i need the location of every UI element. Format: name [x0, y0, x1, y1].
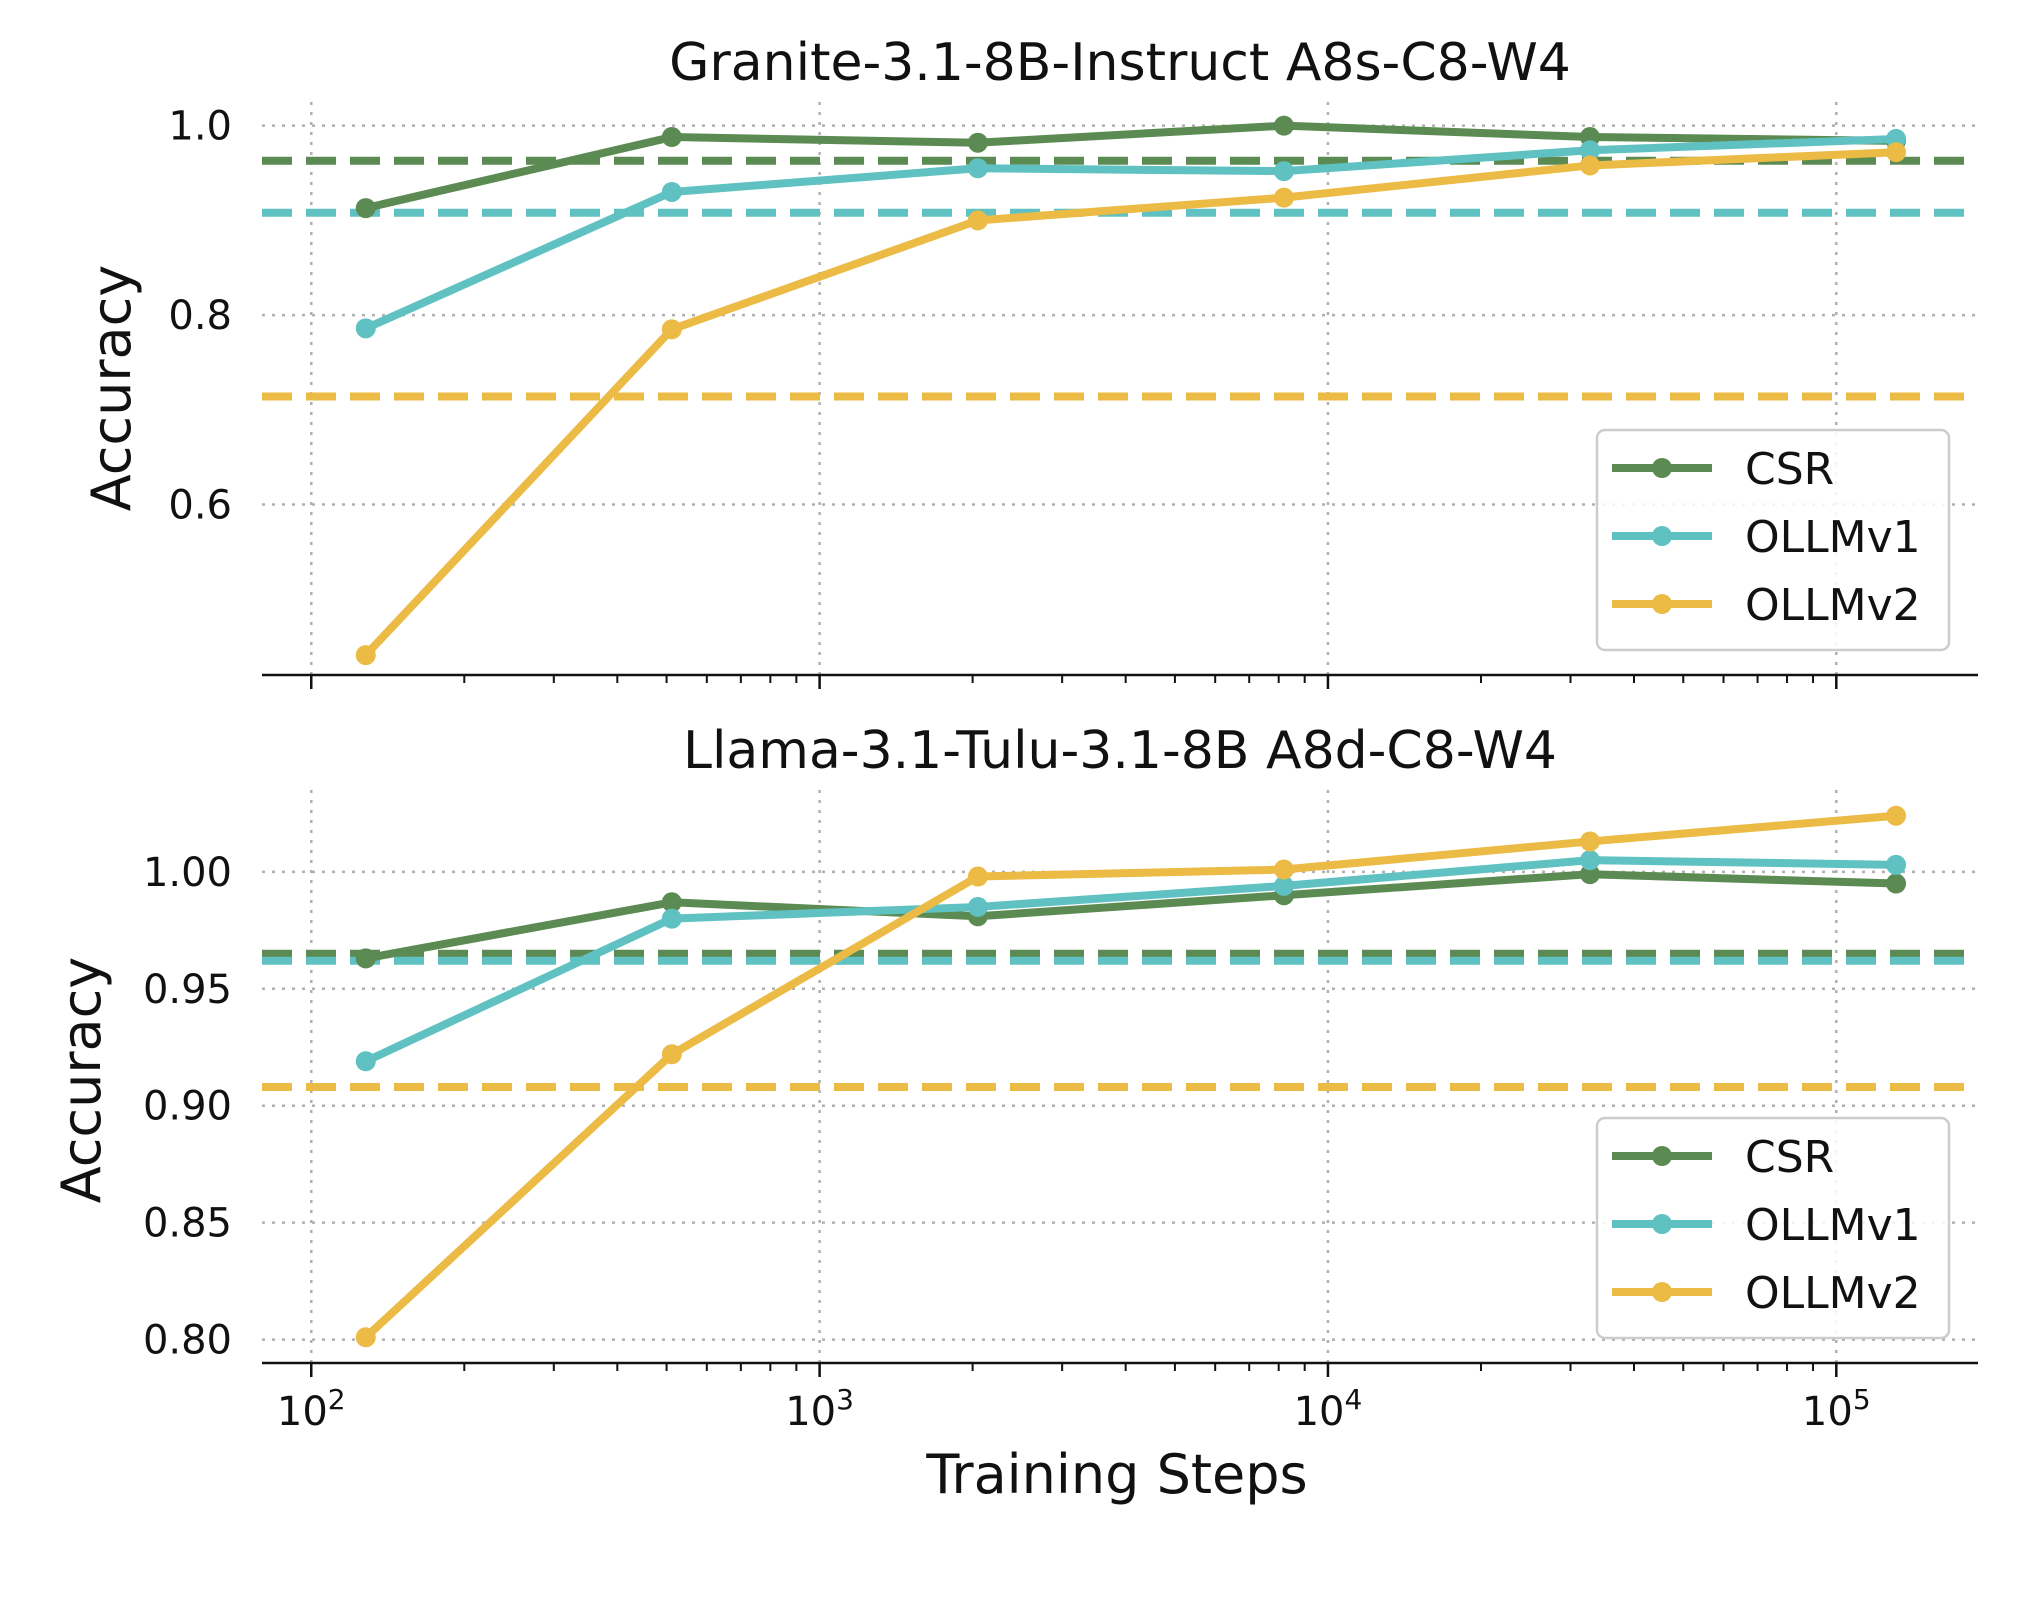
legend-marker-ollmv2: [1652, 1282, 1672, 1302]
panel-granite: Granite-3.1-8B-Instruct A8s-C8-W4 Accura…: [80, 33, 1978, 689]
x-tick-label: 104: [1294, 1383, 1363, 1435]
y-tick-label: 0.8: [168, 293, 232, 339]
legend-marker-ollmv2: [1652, 594, 1672, 614]
legend-label: OLLMv1: [1745, 1200, 1921, 1251]
data-point-ollmv1: [967, 896, 988, 917]
y-tick-label: 0.6: [168, 483, 232, 529]
legend-label: OLLMv1: [1745, 512, 1921, 563]
data-point-ollmv2: [661, 1044, 682, 1065]
data-point-ollmv1: [1886, 854, 1907, 875]
legend-label: OLLMv2: [1745, 1268, 1921, 1319]
chart-title: Granite-3.1-8B-Instruct A8s-C8-W4: [669, 33, 1571, 93]
data-point-ollmv2: [355, 645, 376, 666]
data-point-csr: [355, 948, 376, 969]
data-point-csr: [355, 198, 376, 219]
y-axis-label: Accuracy: [50, 957, 113, 1204]
panel-llama: Llama-3.1-Tulu-3.1-8B A8d-C8-W4 Accuracy…: [50, 721, 1978, 1506]
y-tick-label: 0.80: [143, 1318, 232, 1364]
data-point-ollmv1: [1273, 875, 1294, 896]
legend-box: [1595, 428, 1951, 652]
data-point-ollmv2: [1273, 859, 1294, 880]
legend-label: OLLMv2: [1745, 580, 1921, 631]
data-point-ollmv1: [967, 158, 988, 179]
data-point-ollmv1: [661, 181, 682, 202]
data-point-csr: [1579, 864, 1600, 885]
legend-label: CSR: [1745, 444, 1834, 495]
data-point-ollmv2: [355, 1327, 376, 1348]
data-point-csr: [661, 127, 682, 148]
data-point-ollmv1: [355, 1051, 376, 1072]
data-point-ollmv1: [1579, 140, 1600, 161]
data-point-ollmv2: [1579, 831, 1600, 852]
data-point-csr: [1273, 115, 1294, 136]
legend: CSR OLLMv1 OLLMv2: [1595, 428, 1951, 652]
data-point-csr: [1886, 873, 1907, 894]
data-point-ollmv2: [967, 210, 988, 231]
series-line-csr: [365, 870, 1897, 963]
data-point-csr: [661, 892, 682, 913]
y-tick-label: 1.00: [143, 850, 232, 896]
data-point-ollmv1: [661, 908, 682, 929]
legend: CSR OLLMv1 OLLMv2: [1595, 1116, 1951, 1340]
x-axis-label: Training Steps: [925, 1443, 1307, 1506]
data-point-csr: [967, 132, 988, 153]
series-line-ollmv2: [363, 811, 1897, 1341]
series-line-csr: [364, 121, 1897, 212]
data-point-ollmv1: [1273, 161, 1294, 182]
y-tick-label: 0.85: [143, 1201, 232, 1247]
legend-label: CSR: [1745, 1132, 1834, 1183]
series-line-ollmv1: [364, 134, 1897, 333]
data-point-ollmv1: [1579, 850, 1600, 871]
series-line-ollmv2: [362, 148, 1897, 658]
legend-box: [1595, 1116, 1951, 1340]
data-point-ollmv2: [1579, 155, 1600, 176]
data-point-ollmv2: [1886, 142, 1907, 163]
x-tick-label: 105: [1802, 1383, 1871, 1435]
y-tick-label: 1.0: [168, 104, 232, 150]
x-tick-label: 103: [785, 1383, 854, 1435]
data-point-ollmv2: [1273, 187, 1294, 208]
data-point-ollmv1: [355, 318, 376, 339]
legend-marker-ollmv1: [1652, 526, 1672, 546]
legend-marker-csr: [1652, 1146, 1672, 1166]
legend-marker-csr: [1652, 458, 1672, 478]
data-point-ollmv2: [967, 866, 988, 887]
series-line-ollmv1: [364, 856, 1897, 1065]
y-axis-label: Accuracy: [80, 265, 143, 512]
x-tick-label: 102: [277, 1383, 346, 1435]
legend-marker-ollmv1: [1652, 1214, 1672, 1234]
data-point-ollmv2: [1886, 805, 1907, 826]
y-tick-label: 0.90: [143, 1084, 232, 1130]
data-point-ollmv2: [661, 319, 682, 340]
chart-title: Llama-3.1-Tulu-3.1-8B A8d-C8-W4: [683, 721, 1557, 781]
y-tick-label: 0.95: [143, 967, 232, 1013]
